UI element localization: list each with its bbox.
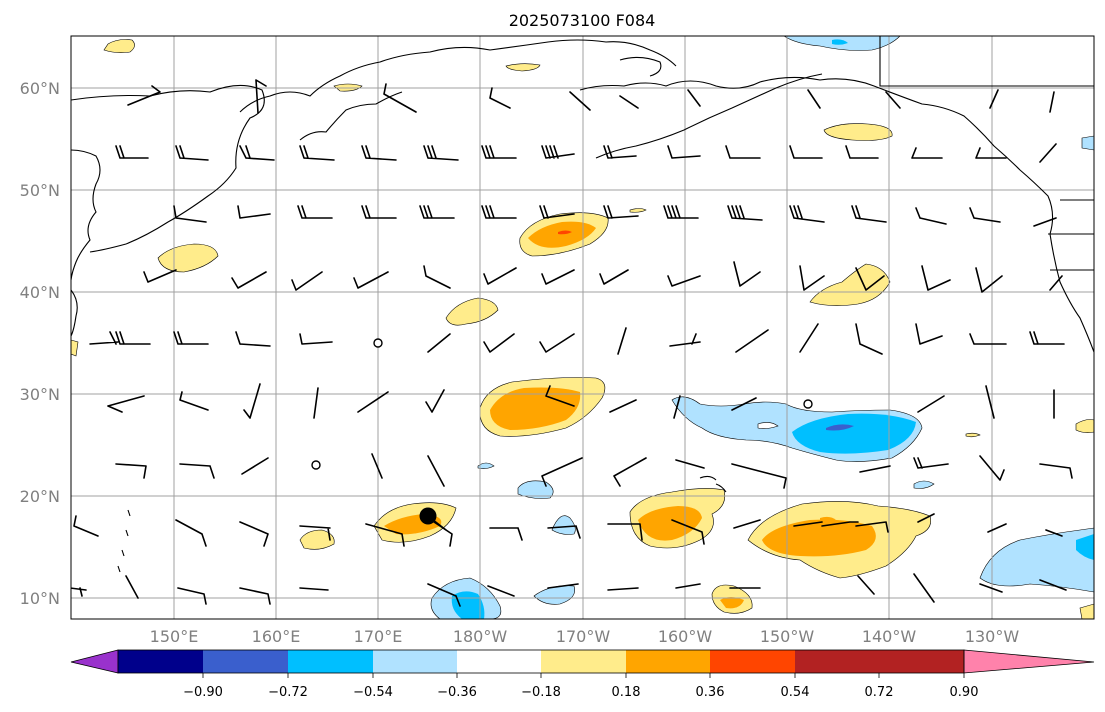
longitude-labels: 150°E 160°E 170°E 180°W 170°W 160°W 150°… — [150, 627, 1020, 646]
lon-label: 170°W — [556, 627, 611, 646]
colorbar-tick-label: −0.54 — [353, 685, 393, 700]
colorbar-tick-label: 0.36 — [696, 685, 725, 700]
lon-label: 150°W — [760, 627, 815, 646]
colorbar-tick-label: −0.90 — [183, 685, 223, 700]
colorbar: −0.90 −0.72 −0.54 −0.36 −0.18 0.18 0.36 … — [70, 649, 1095, 700]
colorbar-bin — [457, 650, 541, 673]
map-frame — [70, 35, 1095, 620]
map-title: 2025073100 F084 — [509, 11, 656, 30]
lon-label: 160°W — [658, 627, 713, 646]
lat-label: 20°N — [20, 487, 60, 506]
lon-label: 130°W — [965, 627, 1020, 646]
colorbar-tick-label: −0.18 — [521, 685, 561, 700]
lon-label: 160°E — [252, 627, 301, 646]
lon-label: 150°E — [150, 627, 199, 646]
map-panel — [71, 36, 1094, 619]
lat-label: 30°N — [20, 385, 60, 404]
lat-label: 50°N — [20, 181, 60, 200]
lon-label: 180°W — [453, 627, 508, 646]
lon-label: 140°W — [862, 627, 917, 646]
colorbar-high-arrow — [963, 649, 1095, 674]
colorbar-bin — [710, 650, 795, 673]
colorbar-tick-label: 0.72 — [865, 685, 894, 700]
latitude-labels: 60°N 50°N 40°N 30°N 20°N 10°N — [20, 79, 60, 608]
colorbar-bin — [541, 650, 626, 673]
colorbar-tick-label: −0.72 — [268, 685, 308, 700]
storm-center-marker — [419, 507, 447, 531]
wind-barbs — [71, 79, 1073, 607]
colorbar-bin — [795, 650, 879, 673]
colorbar-bin — [626, 650, 710, 673]
colorbar-tick-label: 0.18 — [612, 685, 641, 700]
colorbar-bin — [373, 650, 457, 673]
colorbar-tick-label: 0.54 — [781, 685, 810, 700]
colorbar-tick-label: 0.90 — [950, 685, 979, 700]
anomaly-shading — [71, 36, 1094, 619]
colorbar-tick-label: −0.36 — [437, 685, 477, 700]
lon-label: 170°E — [354, 627, 403, 646]
coastlines — [71, 36, 1094, 573]
colorbar-high-extension — [879, 650, 964, 673]
lat-label: 10°N — [20, 589, 60, 608]
colorbar-bin — [118, 650, 203, 673]
lat-label: 40°N — [20, 283, 60, 302]
graticule — [71, 36, 1094, 619]
colorbar-bin — [288, 650, 373, 673]
lat-label: 60°N — [20, 79, 60, 98]
colorbar-low-extension — [70, 649, 119, 674]
colorbar-bin — [203, 650, 288, 673]
